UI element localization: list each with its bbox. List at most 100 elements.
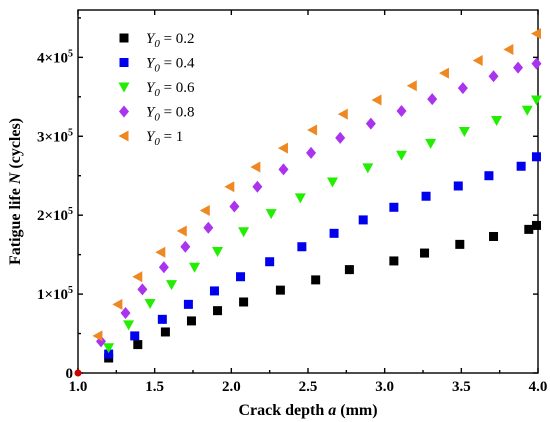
x-tick-label: 3.5 bbox=[452, 379, 471, 395]
data-point bbox=[144, 299, 156, 310]
data-point bbox=[425, 138, 437, 149]
data-point bbox=[531, 57, 542, 70]
data-point bbox=[491, 115, 503, 126]
data-point bbox=[236, 272, 246, 282]
data-point bbox=[335, 131, 346, 144]
data-point bbox=[396, 105, 407, 118]
origin-point bbox=[74, 369, 82, 377]
y-axis: 0 1×105 2×105 3×105 4×105 bbox=[37, 17, 538, 382]
data-point bbox=[306, 146, 317, 159]
legend-label: Y0 = 0.6 bbox=[146, 80, 195, 99]
data-point bbox=[344, 265, 354, 275]
x-tick-label: 3.0 bbox=[375, 379, 394, 395]
legend-marker bbox=[119, 58, 129, 67]
data-point bbox=[455, 239, 465, 249]
data-point bbox=[488, 70, 499, 83]
data-point bbox=[531, 152, 541, 162]
data-point bbox=[265, 209, 277, 220]
x-tick-label: 4.0 bbox=[529, 379, 548, 395]
data-point bbox=[166, 280, 178, 291]
data-point bbox=[277, 142, 288, 154]
data-point bbox=[421, 191, 431, 201]
legend-marker bbox=[118, 130, 129, 142]
data-point bbox=[199, 204, 210, 216]
data-point bbox=[157, 314, 167, 324]
data-point bbox=[531, 220, 541, 230]
data-point bbox=[120, 307, 131, 320]
x-axis-title: Crack depth a (mm) bbox=[238, 402, 377, 419]
data-point bbox=[238, 227, 250, 238]
data-point bbox=[389, 202, 399, 212]
x-tick-label: 2.5 bbox=[299, 379, 318, 395]
data-point bbox=[438, 67, 449, 79]
data-point bbox=[278, 163, 289, 176]
data-point bbox=[212, 246, 224, 257]
y-tick-label: 4×105 bbox=[37, 48, 73, 66]
data-point bbox=[158, 261, 169, 274]
data-point bbox=[513, 61, 524, 74]
data-point bbox=[133, 340, 143, 350]
data-point bbox=[406, 80, 417, 92]
data-point bbox=[229, 200, 240, 213]
data-point bbox=[224, 181, 235, 193]
data-point bbox=[160, 327, 170, 337]
data-point bbox=[420, 248, 430, 258]
data-point bbox=[530, 28, 541, 40]
legend-label: Y0 = 1 bbox=[146, 129, 183, 148]
data-point bbox=[213, 306, 223, 316]
legend-label: Y0 = 0.8 bbox=[146, 105, 195, 124]
data-point bbox=[209, 286, 219, 296]
legend-marker bbox=[119, 33, 129, 43]
legend-marker bbox=[119, 105, 129, 118]
data-point bbox=[252, 180, 263, 193]
data-point bbox=[484, 171, 494, 181]
series-3 bbox=[103, 95, 542, 354]
data-point bbox=[250, 161, 261, 173]
series-1 bbox=[104, 220, 541, 363]
data-point bbox=[137, 283, 148, 296]
data-point bbox=[176, 225, 187, 237]
data-point bbox=[516, 161, 526, 171]
data-point bbox=[329, 228, 339, 238]
series-2 bbox=[104, 152, 541, 359]
data-point bbox=[203, 221, 214, 234]
y-tick-label: 2×105 bbox=[37, 206, 73, 224]
data-point bbox=[130, 331, 140, 341]
data-point bbox=[358, 215, 368, 225]
data-point bbox=[189, 262, 201, 273]
data-point bbox=[472, 55, 483, 67]
data-point bbox=[489, 231, 499, 241]
data-point bbox=[297, 242, 307, 252]
data-point bbox=[389, 256, 399, 266]
x-tick-label: 1.5 bbox=[145, 379, 164, 395]
data-point bbox=[337, 108, 348, 120]
data-point bbox=[327, 177, 339, 188]
data-point bbox=[294, 193, 306, 204]
data-point bbox=[132, 271, 143, 283]
legend: Y0 = 0.2 Y0 = 0.4 Y0 = 0.6 Y0 = 0.8 Y0 = 1 bbox=[118, 31, 195, 148]
y-tick-label: 1×105 bbox=[37, 285, 73, 303]
data-point bbox=[365, 117, 376, 130]
data-point bbox=[524, 224, 534, 234]
y-tick-label: 0 bbox=[66, 366, 74, 382]
data-point bbox=[311, 275, 321, 285]
data-point bbox=[521, 105, 533, 116]
x-tick-label: 1.0 bbox=[69, 379, 88, 395]
legend-label: Y0 = 0.4 bbox=[146, 56, 195, 75]
data-point bbox=[180, 240, 191, 253]
y-tick-label: 3×105 bbox=[37, 127, 73, 145]
data-point bbox=[396, 150, 408, 161]
data-point bbox=[457, 82, 468, 95]
data-point bbox=[112, 298, 123, 310]
data-point bbox=[453, 181, 463, 191]
data-point bbox=[503, 43, 514, 55]
series-4 bbox=[96, 57, 542, 348]
data-point bbox=[155, 246, 166, 258]
data-point bbox=[92, 330, 103, 342]
x-tick-label: 2.0 bbox=[222, 379, 241, 395]
legend-label: Y0 = 0.2 bbox=[146, 31, 195, 50]
data-point bbox=[265, 257, 275, 267]
data-point bbox=[458, 127, 470, 138]
